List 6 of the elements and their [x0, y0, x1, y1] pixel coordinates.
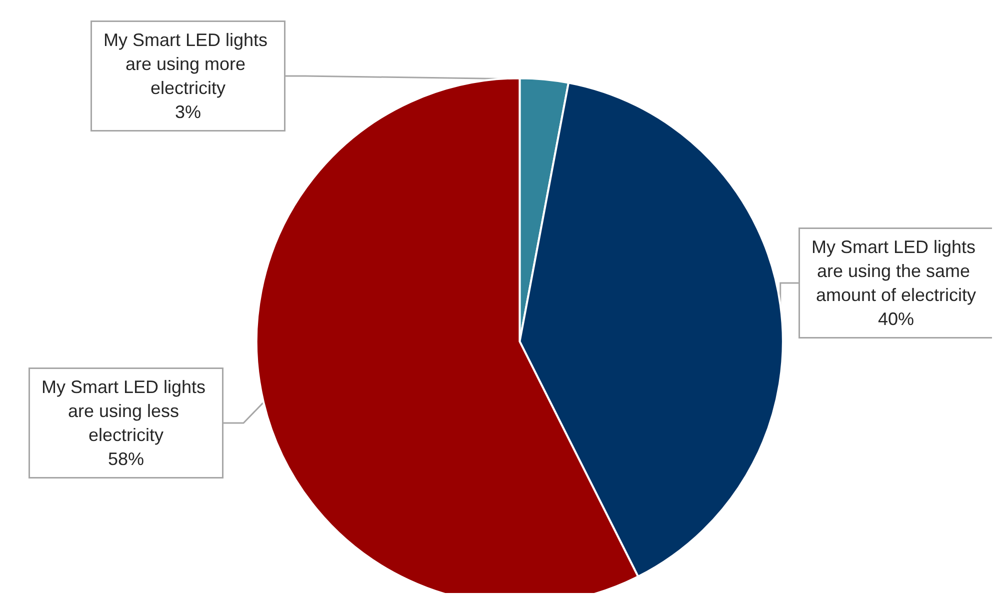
slice-label: My Smart LED lights are using more electricity [103, 30, 273, 98]
slice-label: My Smart LED lights are using the same amount of electricity [811, 237, 981, 305]
data-label: 58% [108, 449, 144, 469]
slice-label: My Smart LED lights are using less electricity [41, 377, 211, 445]
data-label: 40% [878, 309, 914, 329]
data-label: 3% [174, 102, 202, 122]
